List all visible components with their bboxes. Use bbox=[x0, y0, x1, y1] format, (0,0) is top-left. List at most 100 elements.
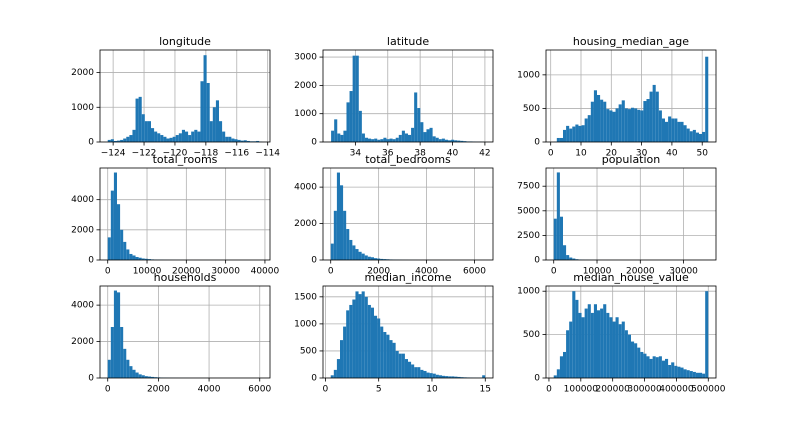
histogram-bar bbox=[414, 92, 418, 142]
histogram-bar bbox=[624, 330, 628, 378]
histogram-bar bbox=[668, 116, 672, 142]
x-tick-label: 38 bbox=[414, 149, 426, 159]
histogram-bar bbox=[138, 374, 142, 378]
histogram-bar bbox=[123, 348, 127, 378]
histogram-bar bbox=[340, 134, 344, 142]
histogram-bar bbox=[640, 351, 644, 378]
histogram-bar bbox=[401, 130, 405, 142]
histogram-bar bbox=[194, 129, 198, 142]
histogram-bar bbox=[618, 104, 622, 142]
histogram-bar bbox=[383, 137, 387, 142]
histogram-bar bbox=[377, 318, 381, 378]
plot-area bbox=[323, 168, 493, 260]
histogram-bar bbox=[408, 361, 412, 378]
histogram-bar bbox=[209, 121, 213, 142]
histogram-bar bbox=[665, 121, 669, 142]
x-tick-label: 0 bbox=[323, 385, 329, 395]
histogram-bar bbox=[141, 114, 145, 142]
histogram-bar bbox=[386, 139, 390, 142]
x-tick-label: 10000 bbox=[133, 267, 162, 277]
histogram-bar bbox=[447, 140, 452, 142]
histogram-bar bbox=[634, 108, 638, 142]
histogram-bar bbox=[606, 109, 610, 142]
plot-area bbox=[100, 50, 270, 142]
histogram-bar bbox=[256, 140, 260, 142]
histogram-bar bbox=[584, 118, 588, 142]
histogram-bar bbox=[166, 138, 170, 142]
y-tick-label: 7500 bbox=[517, 182, 540, 192]
histogram-bar bbox=[392, 342, 396, 378]
histogram-bar bbox=[631, 107, 635, 142]
y-tick-label: 0 bbox=[88, 374, 94, 384]
histogram-bar bbox=[107, 139, 111, 142]
histogram-bar bbox=[569, 128, 573, 142]
histogram-bar bbox=[454, 140, 458, 142]
y-tick-label: 500 bbox=[523, 330, 540, 340]
histogram-bar bbox=[367, 304, 371, 378]
histogram-bar bbox=[138, 96, 142, 142]
axes-frame bbox=[545, 285, 717, 379]
histogram-bar bbox=[686, 370, 690, 378]
histogram-bar bbox=[448, 376, 452, 378]
histogram-bar bbox=[358, 294, 362, 378]
histogram-bar bbox=[702, 373, 706, 378]
y-tick-label: 4000 bbox=[71, 195, 94, 205]
histogram-bar bbox=[380, 139, 384, 142]
histogram-bar bbox=[126, 359, 130, 378]
histogram-bar bbox=[154, 377, 158, 378]
axes-frame bbox=[99, 285, 271, 379]
histogram-bar bbox=[581, 125, 585, 142]
histogram-bar bbox=[658, 356, 662, 378]
x-tick-label: 20 bbox=[606, 149, 618, 159]
histogram-bar bbox=[352, 55, 356, 142]
histogram-bar bbox=[411, 127, 415, 142]
histogram-bar bbox=[624, 108, 628, 142]
histogram-bar bbox=[423, 132, 427, 142]
y-tick-label: 1000 bbox=[294, 109, 317, 119]
histogram-bar bbox=[457, 376, 461, 378]
histogram-bar bbox=[640, 110, 644, 142]
histogram-bar bbox=[169, 137, 173, 142]
histogram-bar bbox=[141, 258, 145, 260]
axes-frame bbox=[99, 167, 271, 261]
y-tick-label: 1000 bbox=[517, 287, 540, 297]
histogram-bar bbox=[368, 138, 372, 142]
x-tick-label: −116 bbox=[224, 149, 249, 159]
y-tick-label: 0 bbox=[311, 256, 317, 266]
histogram-bar bbox=[355, 249, 359, 260]
subplot: 0 5 10 15 0 500 1000 1500 median_income bbox=[294, 271, 494, 395]
histogram-bar bbox=[160, 135, 164, 142]
histogram-bar bbox=[370, 307, 374, 378]
y-tick-label: 2000 bbox=[71, 337, 94, 347]
x-tick-label: −120 bbox=[163, 149, 188, 159]
subplot-title: median_income bbox=[364, 271, 451, 284]
histogram-bar bbox=[132, 129, 136, 142]
y-tick-label: 2000 bbox=[294, 219, 317, 229]
histogram-bar bbox=[206, 82, 210, 142]
histogram-bar bbox=[395, 350, 399, 378]
histogram-bar bbox=[423, 370, 427, 378]
histogram-bar bbox=[129, 253, 133, 260]
y-tick-label: 1000 bbox=[294, 319, 317, 329]
histogram-bar bbox=[671, 362, 675, 378]
histogram-bar bbox=[352, 245, 356, 260]
histogram-bar bbox=[395, 137, 399, 142]
histogram-bar bbox=[438, 375, 442, 378]
histogram-bar bbox=[237, 139, 241, 142]
x-tick-label: −124 bbox=[101, 149, 126, 159]
histogram-bar bbox=[219, 121, 223, 142]
histogram-bar bbox=[634, 343, 638, 378]
histogram-bar bbox=[234, 139, 238, 142]
histogram-bar bbox=[147, 376, 151, 378]
histogram-bar bbox=[185, 131, 189, 142]
histogram-bar bbox=[129, 366, 133, 378]
histogram-bar bbox=[445, 376, 449, 378]
histogram-bar bbox=[120, 139, 124, 142]
histogram-bar bbox=[123, 241, 127, 260]
histogram-bar bbox=[587, 115, 591, 142]
histogram-bar bbox=[380, 326, 384, 378]
histogram-bar bbox=[337, 133, 341, 142]
histogram-bar bbox=[420, 369, 424, 378]
histogram-bar bbox=[377, 258, 381, 260]
